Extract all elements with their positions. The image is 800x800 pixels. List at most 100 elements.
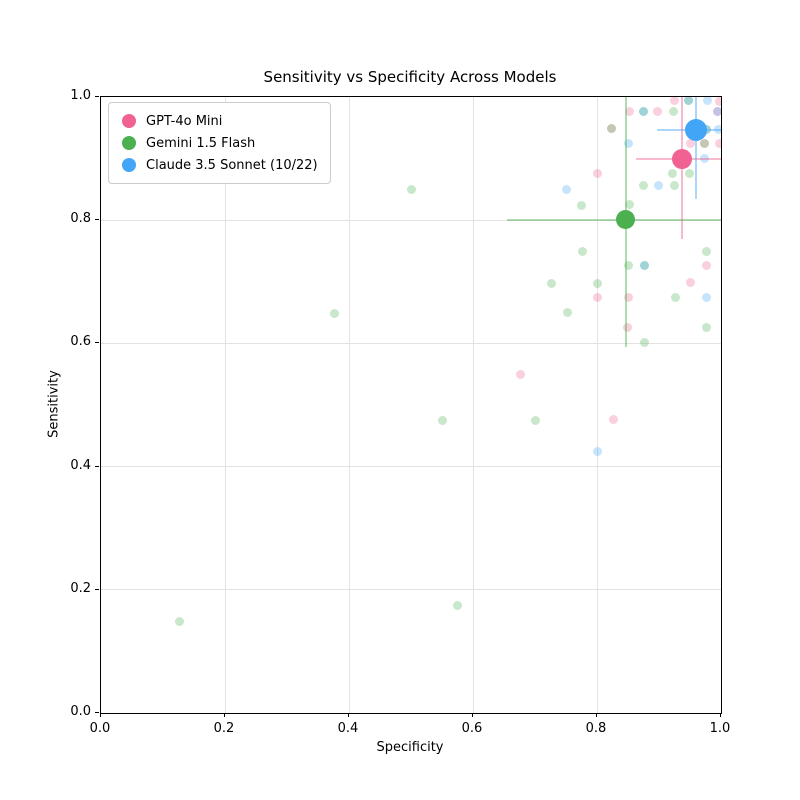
scatter-point-gpt-4o-mini <box>685 277 695 287</box>
scatter-point-gemini-1-5-flash <box>669 106 679 116</box>
scatter-point-claude-3-5-sonnet-10-22 <box>592 447 602 457</box>
scatter-point-gemini-1-5-flash <box>639 181 648 191</box>
y-tick-label: 0.8 <box>70 211 91 227</box>
legend-swatch-gpt-4o-mini <box>122 114 136 128</box>
scatter-point-gemini-1-5-flash <box>702 125 712 135</box>
scatter-point-gemini-1-5-flash <box>624 199 634 209</box>
scatter-point-gemini-1-5-flash <box>530 415 540 425</box>
x-tick-label: 0.0 <box>89 721 111 736</box>
x-tick-mark <box>100 713 101 717</box>
scatter-point-claude-3-5-sonnet-10-22 <box>714 125 721 135</box>
scatter-point-claude-3-5-sonnet-10-22 <box>712 106 721 116</box>
scatter-point-gpt-4o-mini <box>515 369 525 379</box>
gridline-horizontal <box>101 219 721 221</box>
scatter-point-gpt-4o-mini <box>653 106 663 116</box>
scatter-point-gpt-4o-mini <box>712 106 721 116</box>
scatter-point-claude-3-5-sonnet-10-22 <box>639 106 648 116</box>
scatter-point-claude-3-5-sonnet-10-22 <box>702 125 712 135</box>
scatter-point-gpt-4o-mini <box>715 138 721 148</box>
scatter-point-gemini-1-5-flash <box>578 247 588 257</box>
gridline-horizontal <box>101 589 721 591</box>
scatter-point-gpt-4o-mini <box>608 415 618 425</box>
scatter-point-gemini-1-5-flash <box>639 260 649 270</box>
scatter-point-claude-3-5-sonnet-10-22 <box>702 97 712 105</box>
scatter-point-gemini-1-5-flash <box>562 308 572 318</box>
x-axis-label: Specificity <box>376 740 444 755</box>
scatter-point-gemini-1-5-flash <box>639 106 648 116</box>
x-tick-label: 0.6 <box>461 721 483 736</box>
x-tick-label: 1.0 <box>709 721 731 736</box>
scatter-point-gemini-1-5-flash <box>699 138 709 148</box>
scatter-point-gpt-4o-mini <box>685 138 695 148</box>
errorbar-horizontal-gemini-1-5-flash <box>507 218 721 221</box>
scatter-point-gpt-4o-mini <box>593 293 603 303</box>
scatter-point-claude-3-5-sonnet-10-22 <box>701 292 711 302</box>
scatter-point-gemini-1-5-flash <box>547 278 557 288</box>
scatter-point-gemini-1-5-flash <box>701 247 711 257</box>
scatter-point-gemini-1-5-flash <box>438 415 448 425</box>
x-tick-label: 0.4 <box>337 721 359 736</box>
scatter-point-gemini-1-5-flash <box>670 292 680 302</box>
scatter-point-claude-3-5-sonnet-10-22 <box>699 154 709 164</box>
scatter-point-claude-3-5-sonnet-10-22 <box>623 138 633 148</box>
gridline-horizontal <box>101 466 721 468</box>
scatter-point-gemini-1-5-flash <box>684 97 694 105</box>
y-tick-mark <box>95 96 99 97</box>
legend-entry-claude-3-5-sonnet: Claude 3.5 Sonnet (10/22) <box>118 154 318 176</box>
y-tick-mark <box>95 588 99 590</box>
scatter-point-gemini-1-5-flash <box>639 337 649 347</box>
scatter-point-gemini-1-5-flash <box>668 168 678 178</box>
plot-area: GPT-4o Mini Gemini 1.5 Flash Claude 3.5 … <box>100 96 722 714</box>
x-tick-mark <box>596 713 597 717</box>
scatter-point-gemini-1-5-flash <box>607 123 617 133</box>
y-tick-label: 0.6 <box>70 334 91 350</box>
scatter-point-gpt-4o-mini <box>670 97 679 105</box>
mean-marker-gemini-1-5-flash <box>616 210 636 230</box>
scatter-point-claude-3-5-sonnet-10-22 <box>562 184 572 194</box>
y-tick-mark <box>95 465 99 467</box>
scatter-point-gpt-4o-mini <box>593 168 603 178</box>
x-tick-mark <box>720 713 721 717</box>
y-tick-label: 0.4 <box>70 457 91 473</box>
gridline-vertical <box>596 97 598 713</box>
scatter-point-gpt-4o-mini <box>715 97 721 106</box>
scatter-point-claude-3-5-sonnet-10-22 <box>653 181 663 191</box>
scatter-point-gemini-1-5-flash <box>623 260 633 270</box>
scatter-point-claude-3-5-sonnet-10-22 <box>639 260 649 270</box>
scatter-point-gemini-1-5-flash <box>684 168 694 178</box>
scatter-point-gpt-4o-mini <box>701 260 711 270</box>
legend: GPT-4o Mini Gemini 1.5 Flash Claude 3.5 … <box>108 102 331 184</box>
y-tick-label: 0.2 <box>70 580 91 596</box>
scatter-point-gpt-4o-mini <box>623 293 633 303</box>
x-tick-mark <box>348 713 349 717</box>
mean-marker-gpt-4o-mini <box>671 148 692 169</box>
scatter-point-gpt-4o-mini <box>699 138 709 148</box>
mean-marker-claude-3-5-sonnet-10-22 <box>684 118 707 141</box>
gridline-horizontal <box>101 342 721 344</box>
scatter-point-gpt-4o-mini <box>624 106 634 116</box>
gridline-vertical <box>348 97 350 713</box>
legend-entry-gemini-1-5-flash: Gemini 1.5 Flash <box>118 132 318 154</box>
y-tick-mark <box>95 342 99 344</box>
legend-label: Claude 3.5 Sonnet (10/22) <box>146 157 318 173</box>
chart-title: Sensitivity vs Specificity Across Models <box>263 68 557 86</box>
scatter-point-gemini-1-5-flash <box>670 181 679 191</box>
y-tick-label: 0.0 <box>70 704 91 719</box>
x-tick-mark <box>224 713 225 717</box>
gridline-vertical <box>472 97 474 713</box>
legend-entry-gpt-4o-mini: GPT-4o Mini <box>118 110 318 132</box>
y-axis-label: Sensitivity <box>46 370 62 438</box>
errorbar-vertical-claude-3-5-sonnet-10-22 <box>694 97 697 200</box>
scatter-point-gemini-1-5-flash <box>174 617 184 627</box>
scatter-point-claude-3-5-sonnet-10-22 <box>684 97 694 105</box>
legend-swatch-claude-3-5-sonnet <box>122 158 136 172</box>
scatter-point-gemini-1-5-flash <box>701 322 711 332</box>
scatter-point-gemini-1-5-flash <box>329 308 339 318</box>
x-tick-label: 0.8 <box>585 721 607 736</box>
legend-label: Gemini 1.5 Flash <box>146 135 256 151</box>
scatter-point-gpt-4o-mini <box>607 123 617 133</box>
y-tick-mark <box>95 219 99 221</box>
x-tick-label: 0.2 <box>213 721 235 736</box>
legend-swatch-gemini-1-5-flash <box>122 136 136 150</box>
